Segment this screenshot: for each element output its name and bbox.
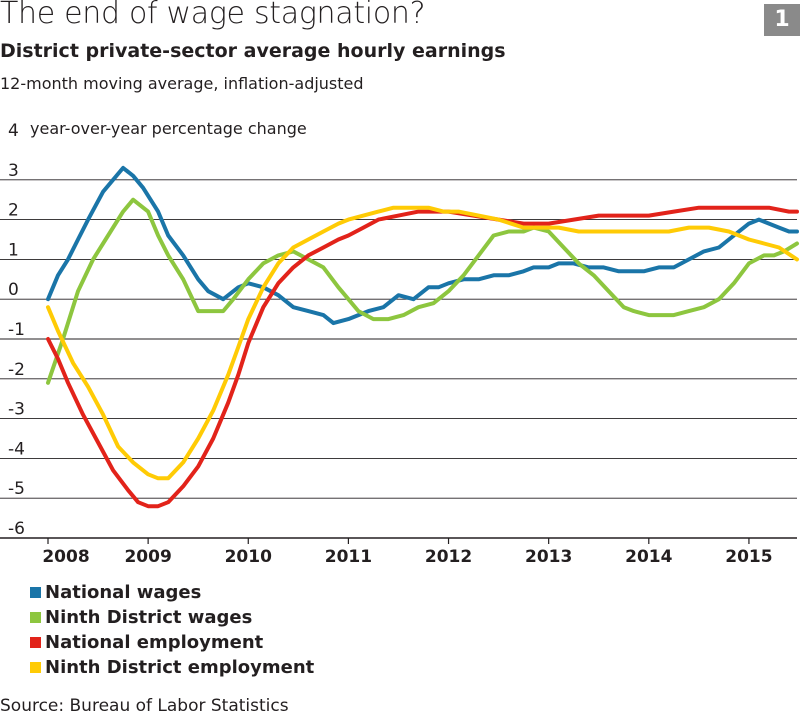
y-tick-label: -5 [8, 479, 25, 499]
y-tick-label: 3 [8, 161, 19, 181]
source-note: Source: Bureau of Labor Statistics [0, 696, 289, 716]
x-tick-label: 2010 [225, 547, 272, 567]
legend-label: National employment [45, 632, 264, 653]
x-tick-label: 2014 [625, 547, 672, 567]
chart-note: 12-month moving average, inflation-adjus… [0, 74, 364, 93]
gridlines [0, 179, 797, 539]
chart-title: The end of wage stagnation? [0, 0, 426, 31]
legend-label: Ninth District wages [45, 607, 253, 628]
legend-label: National wages [45, 582, 202, 603]
legend-swatch [30, 587, 41, 598]
legend-item-ninth-district-wages: Ninth District wages [30, 605, 314, 630]
x-tick-label: 2009 [124, 547, 171, 567]
x-tick-label: 2008 [42, 547, 89, 567]
y-tick-label: 2 [8, 201, 19, 221]
x-tick-label: 2011 [325, 547, 372, 567]
chart-subtitle: District private-sector average hourly e… [0, 40, 506, 62]
series-lines [46, 165, 799, 509]
legend-item-national-employment: National employment [30, 630, 314, 655]
x-axis-ticks: 2008 2009 2010 2011 2012 2013 2014 2015 [42, 538, 773, 567]
legend-label: Ninth District employment [45, 657, 315, 678]
figure-number-badge: 1 [764, 4, 800, 36]
national-employment-line [46, 205, 799, 509]
legend-swatch [30, 612, 41, 623]
legend-swatch [30, 637, 41, 648]
y-axis-label: year-over-year percentage change [30, 119, 307, 138]
y-tick-label: 4 [8, 121, 19, 141]
y-tick-label: -4 [8, 439, 25, 459]
ninth-district-wages-line [46, 197, 799, 385]
ninth-district-employment-line [46, 205, 799, 481]
legend-swatch [30, 662, 41, 673]
legend-item-national-wages: National wages [30, 580, 314, 605]
y-tick-label: 1 [8, 240, 19, 260]
y-tick-label: -6 [8, 519, 25, 539]
legend: National wages Ninth District wages Nati… [30, 580, 314, 680]
y-tick-label: 0 [8, 280, 19, 300]
x-tick-label: 2012 [425, 547, 472, 567]
y-tick-label: -1 [8, 320, 25, 340]
y-tick-label: -3 [8, 400, 25, 420]
y-axis-ticks: 4 3 2 1 0 -1 -2 -3 -4 -5 -6 [8, 121, 25, 539]
legend-item-ninth-district-employment: Ninth District employment [30, 655, 314, 680]
y-tick-label: -2 [8, 360, 25, 380]
x-tick-label: 2015 [725, 547, 772, 567]
x-tick-label: 2013 [525, 547, 572, 567]
national-wages-line [46, 165, 799, 326]
